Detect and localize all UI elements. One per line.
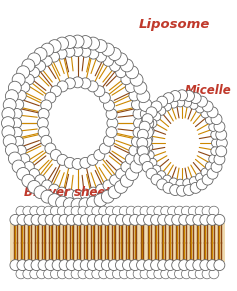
Text: Bilayer sheet: Bilayer sheet bbox=[24, 186, 111, 199]
Text: Liposome: Liposome bbox=[138, 18, 210, 31]
Text: Micelle: Micelle bbox=[185, 84, 231, 97]
Bar bbox=[10, 223, 225, 262]
